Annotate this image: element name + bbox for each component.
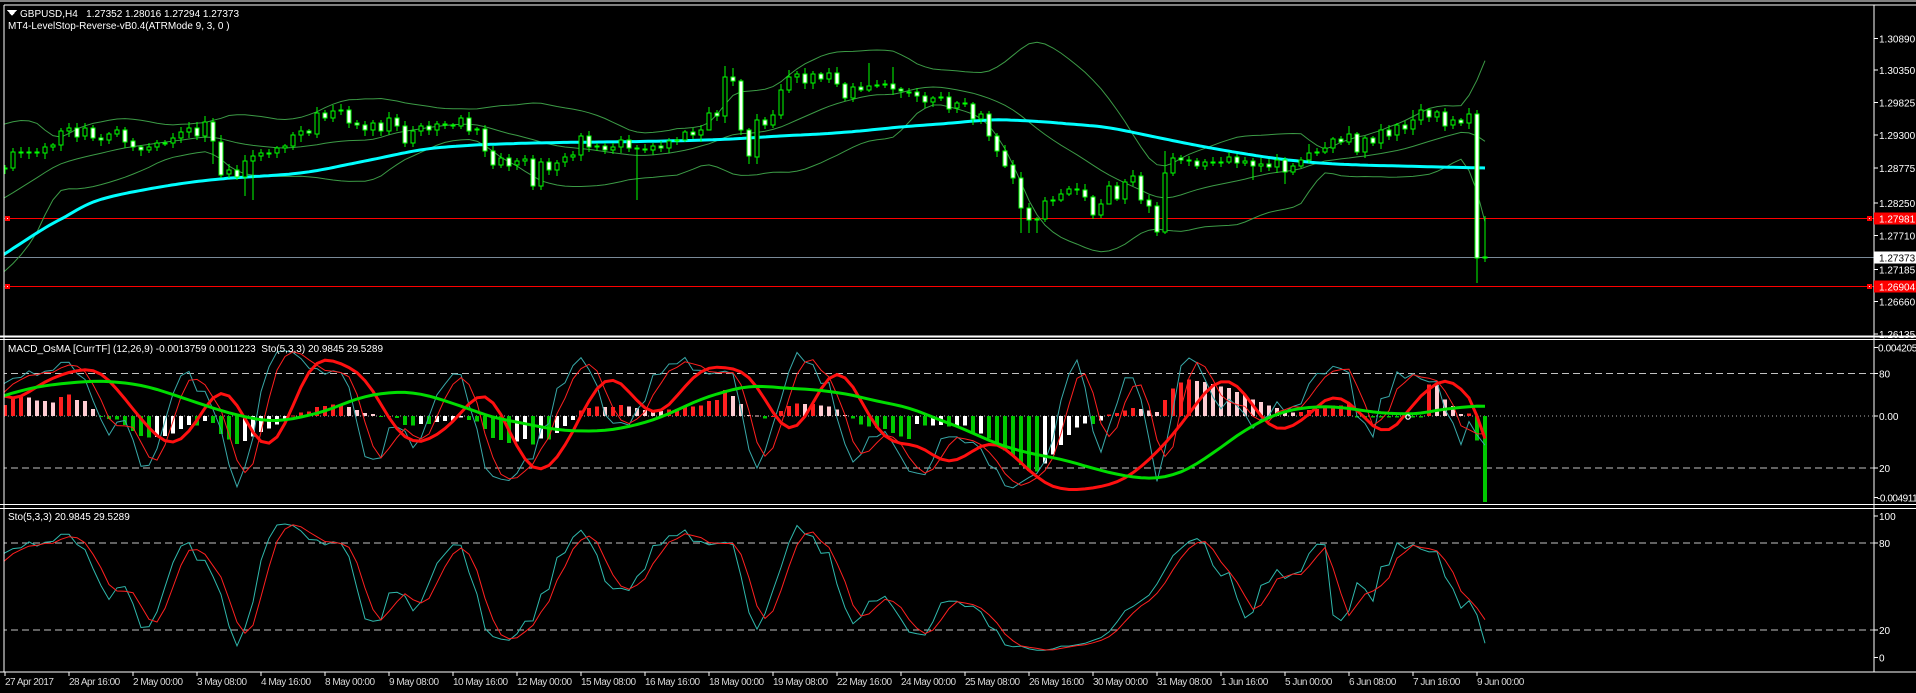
svg-text:80: 80 <box>1879 539 1891 550</box>
svg-text:26 May 16:00: 26 May 16:00 <box>1029 677 1085 688</box>
svg-text:100: 100 <box>1879 512 1896 523</box>
svg-text:24 May 00:00: 24 May 00:00 <box>901 677 957 688</box>
svg-text:8 May 00:00: 8 May 00:00 <box>325 677 375 688</box>
svg-text:80: 80 <box>1879 369 1891 380</box>
svg-text:0: 0 <box>1879 653 1885 664</box>
svg-text:0.004205: 0.004205 <box>1878 344 1916 355</box>
svg-text:1.27710: 1.27710 <box>1879 232 1916 243</box>
svg-text:3 May 08:00: 3 May 08:00 <box>197 677 247 688</box>
svg-text:12 May 00:00: 12 May 00:00 <box>517 677 573 688</box>
svg-text:MT4-LevelStop-Reverse-vB0.4(AT: MT4-LevelStop-Reverse-vB0.4(ATRMode 9, 3… <box>8 21 230 32</box>
svg-text:18 May 00:00: 18 May 00:00 <box>709 677 765 688</box>
svg-text:15 May 08:00: 15 May 08:00 <box>581 677 637 688</box>
svg-text:31 May 08:00: 31 May 08:00 <box>1157 677 1213 688</box>
svg-text:1.28775: 1.28775 <box>1879 164 1916 175</box>
svg-text:20: 20 <box>1879 464 1891 475</box>
svg-text:GBPUSD,H4 1.27352 1.28016 1.: GBPUSD,H4 1.27352 1.28016 1.27294 1.2737… <box>20 9 239 20</box>
svg-text:20: 20 <box>1879 626 1891 637</box>
svg-text:0.00: 0.00 <box>1879 412 1899 423</box>
svg-text:1.29300: 1.29300 <box>1879 131 1916 142</box>
svg-text:Sto(5,3,3) 20.9845 29.5289: Sto(5,3,3) 20.9845 29.5289 <box>8 512 130 523</box>
svg-text:1.27981: 1.27981 <box>1879 215 1916 226</box>
svg-text:1.30350: 1.30350 <box>1879 66 1916 77</box>
svg-text:28 Apr 16:00: 28 Apr 16:00 <box>69 677 121 688</box>
svg-text:MACD_OsMA [CurrTF] (12,26,9) -: MACD_OsMA [CurrTF] (12,26,9) -0.0013759 … <box>8 344 383 355</box>
svg-text:1.26660: 1.26660 <box>1879 298 1916 309</box>
svg-text:1.26135: 1.26135 <box>1879 330 1916 341</box>
svg-text:9 Jun 00:00: 9 Jun 00:00 <box>1477 677 1525 688</box>
svg-text:2 May 00:00: 2 May 00:00 <box>133 677 183 688</box>
svg-text:-0.004911: -0.004911 <box>1877 494 1916 505</box>
svg-text:1 Jun 16:00: 1 Jun 16:00 <box>1221 677 1269 688</box>
svg-text:22 May 16:00: 22 May 16:00 <box>837 677 893 688</box>
svg-text:6 Jun 08:00: 6 Jun 08:00 <box>1349 677 1397 688</box>
svg-text:19 May 08:00: 19 May 08:00 <box>773 677 829 688</box>
svg-text:1.28250: 1.28250 <box>1879 199 1916 210</box>
svg-text:5 Jun 00:00: 5 Jun 00:00 <box>1285 677 1333 688</box>
svg-text:4 May 16:00: 4 May 16:00 <box>261 677 311 688</box>
svg-text:9 May 08:00: 9 May 08:00 <box>389 677 439 688</box>
svg-text:27 Apr 2017: 27 Apr 2017 <box>5 677 54 688</box>
svg-text:1.30890: 1.30890 <box>1879 35 1916 46</box>
svg-text:30 May 00:00: 30 May 00:00 <box>1093 677 1149 688</box>
svg-text:7 Jun 16:00: 7 Jun 16:00 <box>1413 677 1461 688</box>
svg-text:1.26904: 1.26904 <box>1879 283 1916 294</box>
svg-text:16 May 16:00: 16 May 16:00 <box>645 677 701 688</box>
svg-text:10 May 16:00: 10 May 16:00 <box>453 677 509 688</box>
svg-text:1.27185: 1.27185 <box>1879 266 1916 277</box>
svg-text:1.29825: 1.29825 <box>1879 99 1916 110</box>
svg-text:1.27373: 1.27373 <box>1879 254 1916 265</box>
svg-text:25 May 08:00: 25 May 08:00 <box>965 677 1021 688</box>
